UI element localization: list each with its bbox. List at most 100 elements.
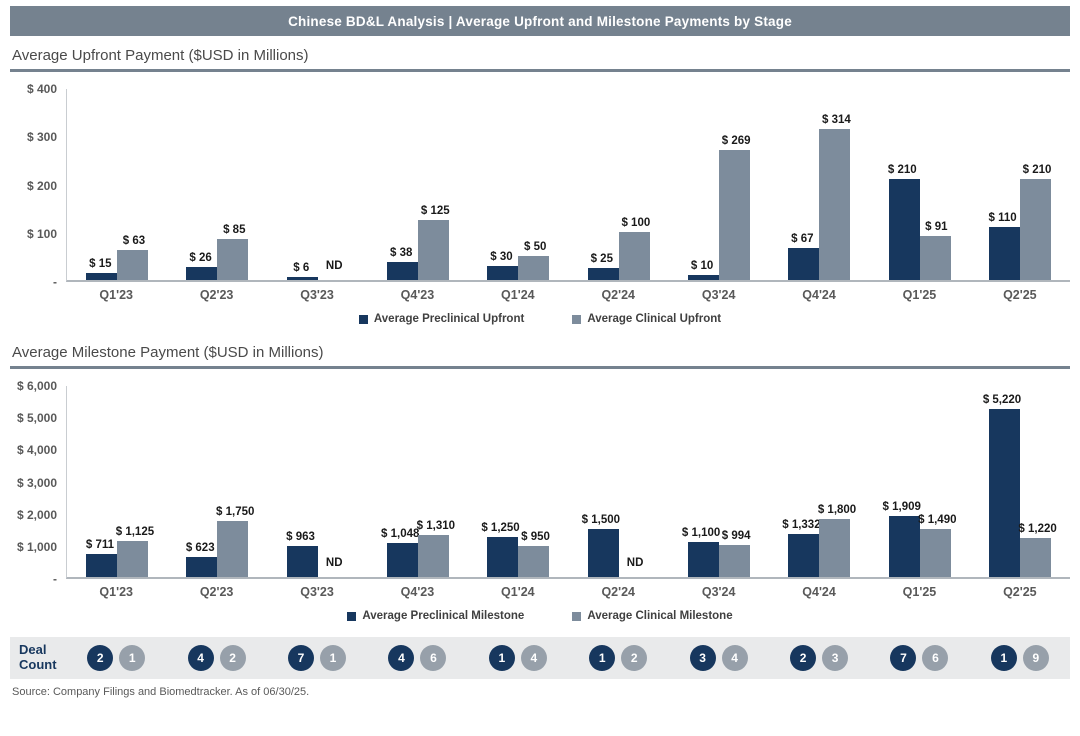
bar-value-label: $ 67 [791, 232, 814, 245]
deal-circle-preclinical: 2 [87, 644, 114, 671]
x-tick-label: Q4'23 [400, 288, 435, 302]
y-tick-label: $ 3,000 [16, 475, 57, 490]
bar-value-label: $ 63 [122, 234, 146, 247]
y-tick-label: - [53, 572, 57, 586]
legend-marker [347, 611, 357, 621]
legend-marker [358, 314, 368, 324]
bar-value-label: $ 210 [1022, 163, 1052, 176]
deal-circle-clinical: 2 [219, 644, 246, 671]
deal-circle-preclinical: 7 [288, 644, 315, 671]
bar-group: $ 26 $ 85 [167, 89, 267, 280]
header-banner: Chinese BD&L Analysis | Average Upfront … [10, 6, 1070, 36]
x-tick-label: Q1'24 [501, 288, 535, 302]
bar-clinical: $ 1,125 [116, 526, 154, 577]
bar-group: $ 1,048 $ 1,310 [368, 386, 468, 577]
y-tick-label: $ 300 [26, 130, 57, 145]
bar-group: $ 38 $ 125 [368, 89, 468, 280]
bar-clinical: $ 1,490 [918, 514, 957, 577]
x-tick-label: Q1'23 [99, 288, 133, 302]
bar-clinical: $ 1,220 [1018, 523, 1057, 577]
bar-preclinical: $ 711 [86, 539, 118, 577]
bar-preclinical: $ 210 [888, 164, 920, 280]
bar-preclinical: $ 963 [286, 531, 318, 577]
bar-preclinical: $ 1,909 [883, 501, 921, 577]
x-tick-label: Q3'24 [701, 288, 736, 302]
x-tick-label: Q1'25 [902, 288, 937, 302]
deal-circle-preclinical: 4 [187, 644, 214, 671]
bar-group: $ 30 $ 50 [468, 89, 568, 280]
bar-group: $ 1,100 $ 994 [669, 386, 769, 577]
deal-circle-preclinical: 2 [790, 644, 817, 671]
bar-clinical: $ 125 [418, 205, 450, 280]
x-tick-label: Q1'24 [501, 585, 535, 599]
bar-group: $ 110 $ 210 [970, 89, 1070, 280]
bar-value-label: $ 994 [721, 530, 751, 543]
bar-clinical: $ 1,310 [417, 520, 455, 577]
legend-label: Average Clinical Upfront [587, 313, 722, 325]
deal-circle-preclinical: 1 [990, 644, 1017, 671]
milestone-chart-legend: Average Preclinical Milestone Average Cli… [10, 610, 1070, 622]
bar-group: $ 15 $ 63 [67, 89, 167, 280]
y-tick-label: $ 400 [26, 82, 57, 96]
bar-value-label: $ 1,800 [817, 504, 857, 517]
deal-circle-clinical: 6 [922, 644, 949, 671]
bar-clinical: $ 50 [518, 241, 550, 280]
bar-value-label: $ 1,310 [416, 519, 456, 532]
bar-value-label: $ 38 [389, 246, 413, 259]
bar-clinical: $ 85 [217, 224, 249, 280]
bar-clinical: $ 100 [618, 217, 650, 280]
bar-preclinical: $ 1,500 [582, 514, 620, 577]
x-tick-label: Q1'23 [99, 585, 133, 599]
bar-value-label: $ 623 [185, 541, 215, 554]
upfront-chart-title: Average Upfront Payment ($USD in Million… [10, 45, 1070, 72]
y-tick-label: $ 5,000 [16, 411, 57, 426]
bar-clinical: $ 91 [919, 221, 951, 280]
legend-item: Average Preclinical Upfront [358, 313, 525, 325]
upfront-section: Average Upfront Payment ($USD in Million… [10, 45, 1070, 325]
bar-value-label: $ 1,490 [918, 514, 957, 527]
bar-preclinical: $ 1,048 [381, 528, 419, 577]
y-tick-label: $ 1,000 [16, 539, 57, 554]
deal-circle-preclinical: 1 [589, 644, 616, 671]
bar-clinical: $ 314 [819, 114, 851, 280]
upfront-chart-x-axis: Q1'23 Q2'23 Q3'23 Q4'23 Q1'24 Q2'24 Q3'24 Q4'24… [66, 282, 1070, 302]
bar-clinical: $ 269 [718, 135, 751, 280]
bar-value-label: $ 269 [721, 135, 751, 148]
bar-value-label: $ 210 [887, 163, 917, 176]
bar-value-label: $ 125 [420, 204, 450, 217]
x-tick-label: Q4'24 [802, 585, 836, 599]
bar-preclinical: $ 623 [186, 542, 218, 577]
bar-group: $ 25 $ 100 [568, 89, 668, 280]
legend-marker [572, 314, 582, 324]
plot: $ 711 $ 1,125 $ 623 $ 1,750 $ 963 ND $ 1,048 $ … [66, 386, 1070, 579]
bar-value-label: $ 15 [89, 257, 112, 270]
bar-group: $ 1,332 $ 1,800 [769, 386, 869, 577]
bar-group: $ 623 $ 1,750 [167, 386, 267, 577]
upfront-chart-plot-area: $ 400 $ 300 $ 200 $ 100 - $ 15 $ 63 $ 26 $ 85 $ 6… [10, 82, 1070, 289]
bar-preclinical: $ 1,250 [481, 522, 520, 577]
bar-value-label: $ 950 [521, 531, 550, 544]
bar-value-label: $ 1,500 [581, 513, 621, 526]
milestone-section: Average Milestone Payment ($USD in Milli… [10, 342, 1070, 622]
bar-value-label: $ 1,220 [1018, 522, 1057, 535]
bar-value-label: $ 1,250 [481, 521, 520, 534]
x-tick-label: Q4'23 [400, 585, 435, 599]
bar-value-label: $ 10 [690, 260, 714, 273]
bar-value-label: $ 110 [988, 211, 1017, 224]
bar-preclinical: $ 30 [487, 251, 519, 280]
legend-label: Average Preclinical Upfront [373, 313, 525, 325]
bar-value-label: $ 1,100 [681, 526, 721, 539]
bar-preclinical: $ 15 [86, 258, 118, 280]
header-title: Chinese BD&L Analysis | Average Upfront … [288, 13, 792, 29]
bar-group: $ 210 $ 91 [869, 89, 969, 280]
legend-label: Average Preclinical Milestone [362, 610, 525, 622]
